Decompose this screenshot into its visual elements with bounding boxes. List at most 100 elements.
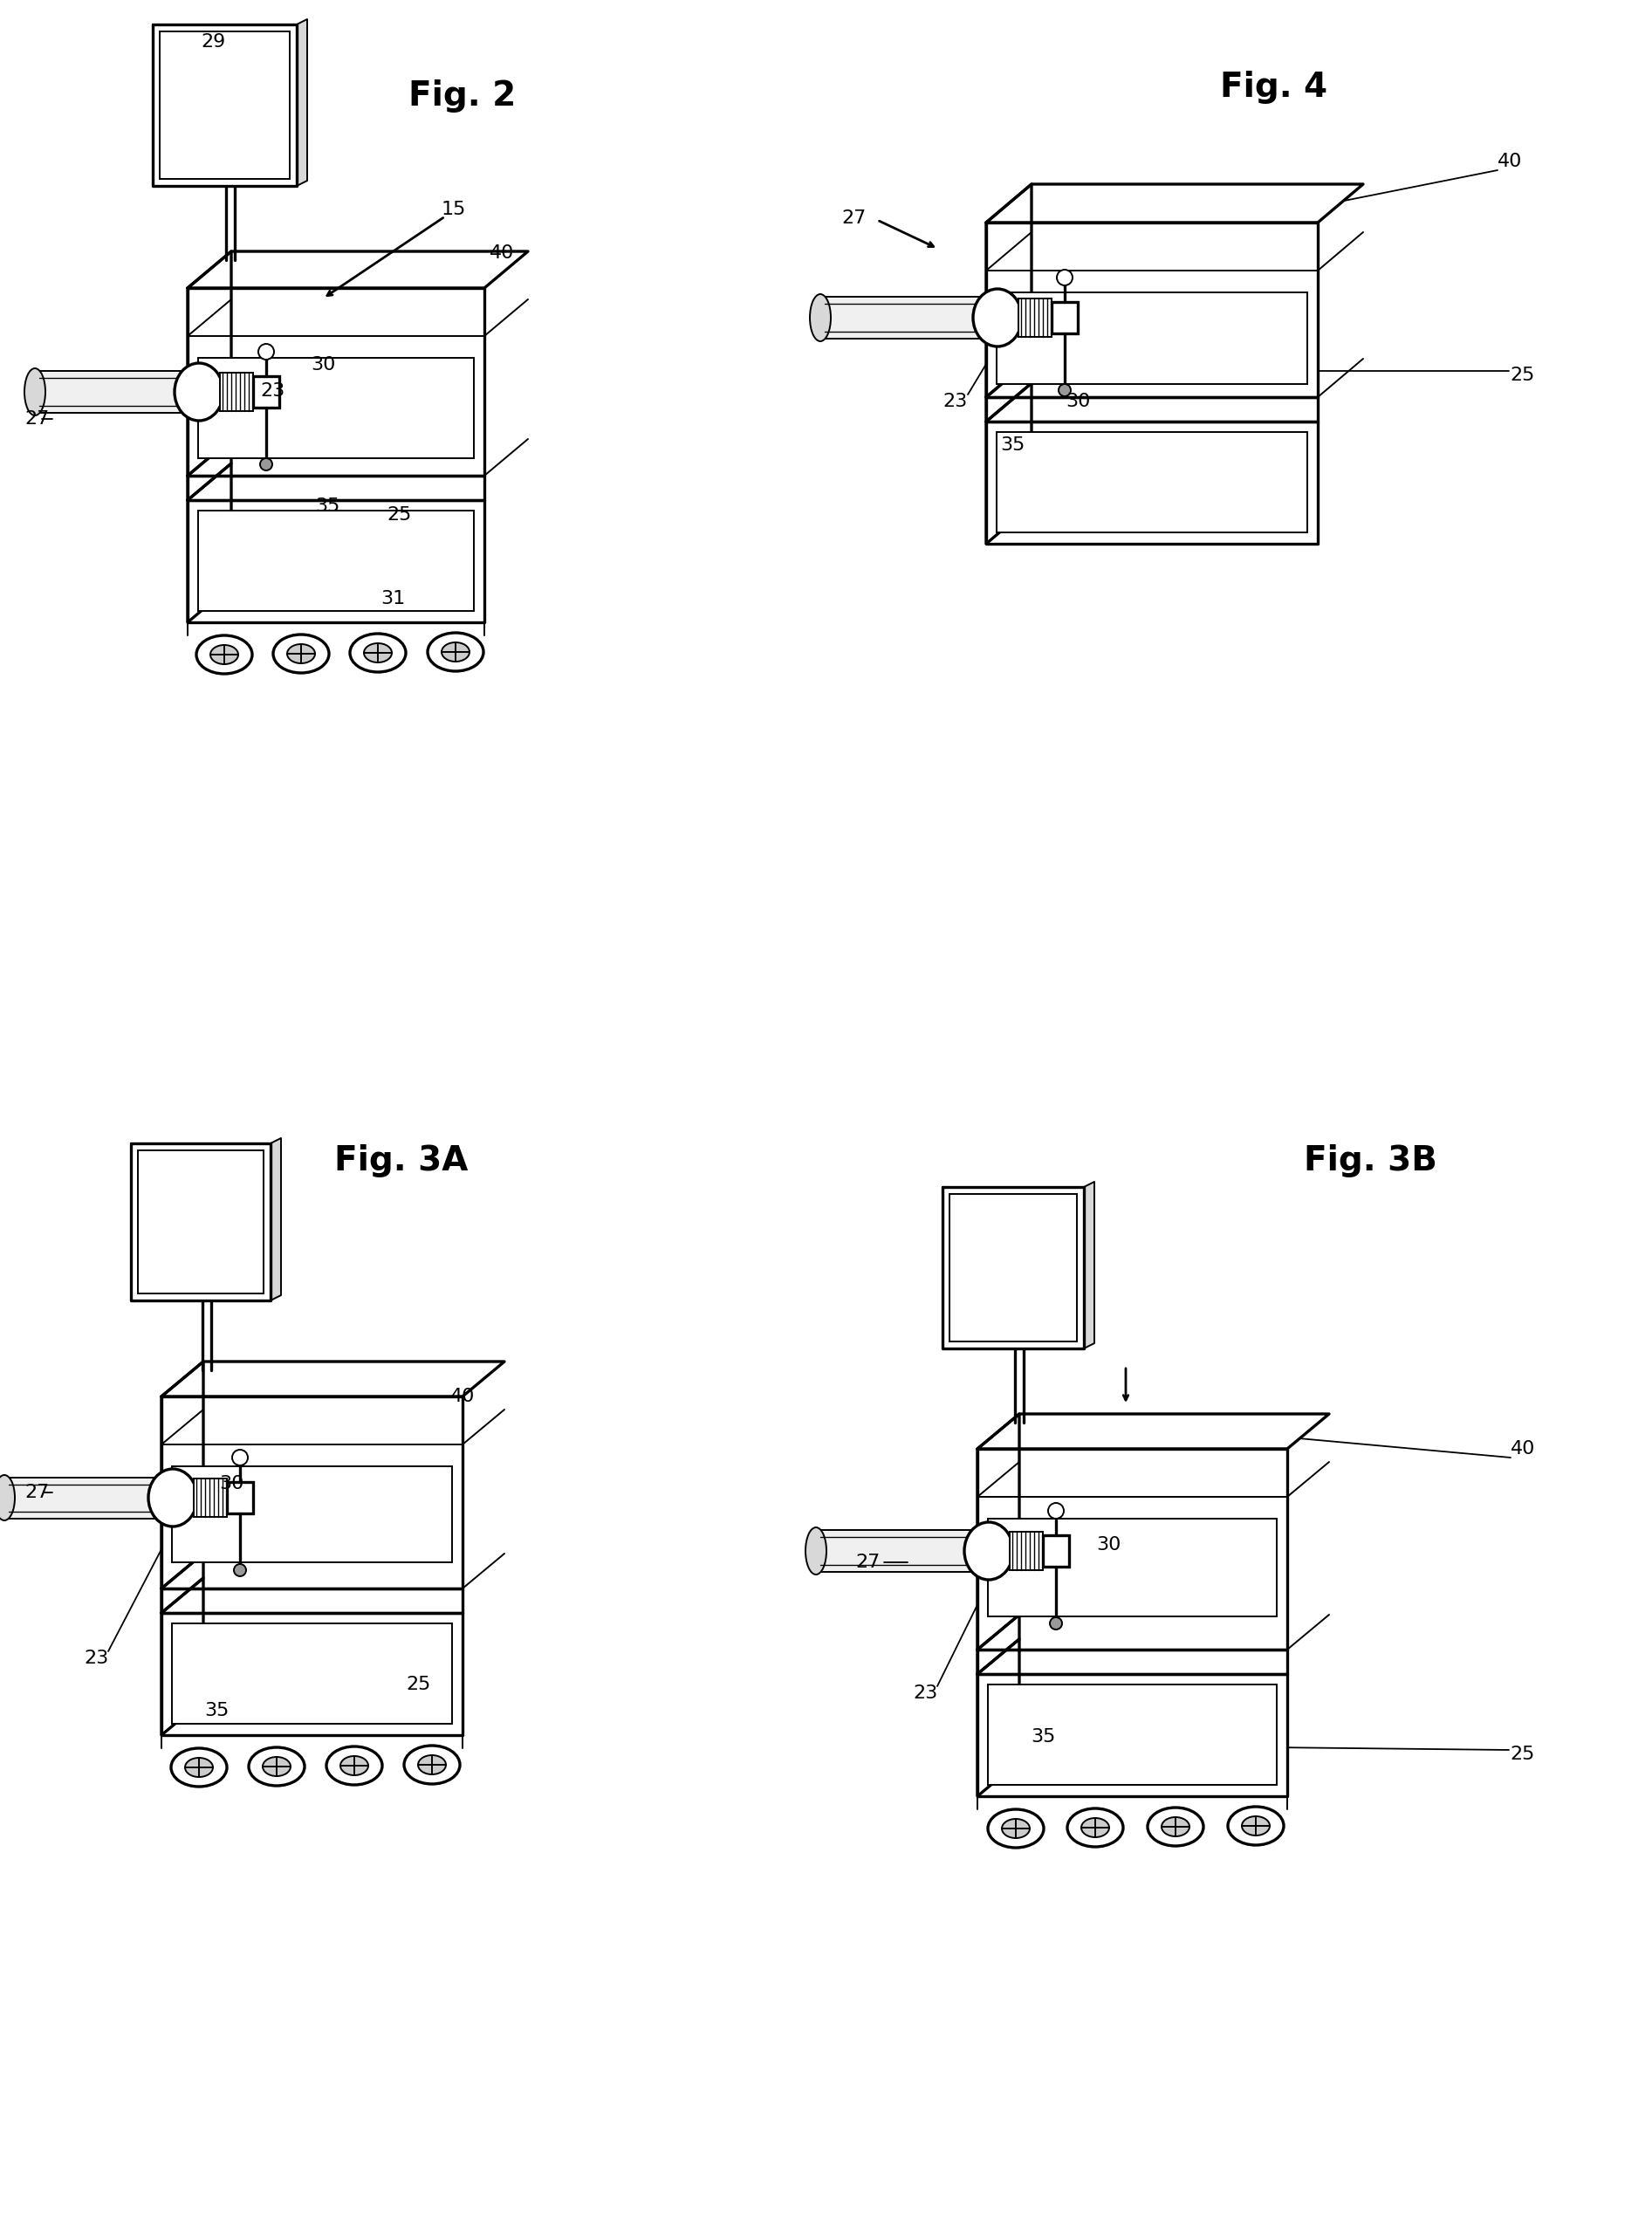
Polygon shape: [162, 1614, 463, 1736]
Bar: [172, 1623, 453, 1723]
Ellipse shape: [1161, 1816, 1189, 1836]
Text: 25: 25: [406, 1676, 431, 1694]
Ellipse shape: [340, 1756, 368, 1776]
Bar: [226, 1483, 253, 1514]
Ellipse shape: [1148, 1807, 1203, 1845]
Polygon shape: [978, 1449, 1287, 1649]
Polygon shape: [816, 1529, 978, 1572]
Ellipse shape: [988, 1810, 1044, 1847]
Text: 27: 27: [841, 209, 866, 227]
Polygon shape: [162, 1396, 463, 1589]
Ellipse shape: [428, 634, 484, 671]
Text: Fig. 4: Fig. 4: [1221, 71, 1328, 104]
Text: 27: 27: [25, 411, 50, 427]
Bar: [220, 373, 253, 411]
Polygon shape: [986, 185, 1031, 398]
Polygon shape: [986, 398, 1318, 422]
Polygon shape: [152, 24, 297, 187]
Ellipse shape: [363, 642, 392, 662]
Polygon shape: [943, 1187, 1084, 1349]
Polygon shape: [986, 382, 1031, 545]
Text: 30: 30: [218, 1476, 243, 1492]
Ellipse shape: [976, 293, 996, 342]
Text: 35: 35: [205, 1703, 230, 1718]
Polygon shape: [188, 462, 231, 622]
Ellipse shape: [1049, 1618, 1062, 1629]
Ellipse shape: [1242, 1816, 1270, 1836]
Ellipse shape: [185, 1758, 213, 1776]
Ellipse shape: [233, 1449, 248, 1465]
Polygon shape: [297, 20, 307, 187]
Bar: [1052, 302, 1077, 333]
Polygon shape: [162, 1360, 203, 1589]
Text: 29: 29: [202, 33, 226, 51]
Ellipse shape: [327, 1747, 382, 1785]
Bar: [996, 431, 1307, 531]
Text: 25: 25: [1510, 367, 1535, 385]
Polygon shape: [188, 476, 484, 500]
Polygon shape: [986, 422, 1318, 545]
Ellipse shape: [418, 1756, 446, 1774]
Text: 40: 40: [489, 245, 514, 262]
Polygon shape: [978, 1674, 1287, 1796]
Polygon shape: [162, 1360, 504, 1396]
Polygon shape: [986, 222, 1318, 398]
Bar: [253, 376, 279, 407]
Polygon shape: [188, 438, 231, 500]
Ellipse shape: [150, 1476, 172, 1521]
Ellipse shape: [965, 1523, 1013, 1581]
Polygon shape: [978, 1414, 1330, 1449]
Bar: [198, 511, 474, 611]
Ellipse shape: [210, 645, 238, 665]
Ellipse shape: [175, 362, 223, 420]
Bar: [198, 358, 474, 458]
Polygon shape: [978, 1414, 1019, 1649]
Ellipse shape: [1227, 1807, 1284, 1845]
Ellipse shape: [197, 636, 253, 674]
Text: 35: 35: [1031, 1727, 1056, 1745]
Ellipse shape: [287, 645, 316, 662]
Bar: [1042, 1536, 1069, 1567]
Bar: [193, 1478, 226, 1516]
Text: 27: 27: [856, 1554, 881, 1572]
Ellipse shape: [149, 1469, 197, 1527]
Polygon shape: [1084, 1183, 1094, 1349]
Polygon shape: [188, 289, 484, 476]
Ellipse shape: [806, 1527, 826, 1574]
Bar: [988, 1518, 1277, 1616]
Bar: [172, 1467, 453, 1563]
Text: 25: 25: [1510, 1745, 1535, 1763]
Ellipse shape: [1082, 1818, 1108, 1836]
Text: 23: 23: [943, 393, 968, 411]
Text: 23: 23: [84, 1649, 109, 1667]
Ellipse shape: [0, 1476, 15, 1521]
Ellipse shape: [177, 369, 198, 416]
Polygon shape: [162, 1554, 203, 1614]
Ellipse shape: [350, 634, 406, 671]
Ellipse shape: [263, 1756, 291, 1776]
Ellipse shape: [966, 1527, 988, 1574]
Polygon shape: [271, 1138, 281, 1300]
Bar: [160, 31, 289, 178]
Ellipse shape: [258, 345, 274, 360]
Ellipse shape: [973, 289, 1023, 347]
Polygon shape: [986, 358, 1031, 422]
Text: 35: 35: [999, 436, 1024, 453]
Ellipse shape: [1057, 269, 1072, 285]
Polygon shape: [131, 1143, 271, 1300]
Ellipse shape: [405, 1745, 459, 1785]
Text: Fig. 3B: Fig. 3B: [1303, 1145, 1437, 1178]
Text: Fig. 3A: Fig. 3A: [334, 1145, 469, 1178]
Bar: [137, 1149, 264, 1294]
Text: 40: 40: [449, 1387, 474, 1405]
Text: 30: 30: [311, 356, 335, 373]
Polygon shape: [188, 251, 231, 476]
Polygon shape: [821, 296, 986, 338]
Ellipse shape: [809, 293, 831, 342]
Ellipse shape: [1067, 1810, 1123, 1847]
Polygon shape: [188, 500, 484, 622]
Ellipse shape: [249, 1747, 304, 1785]
Text: 15: 15: [441, 200, 466, 218]
Text: 27: 27: [25, 1483, 50, 1501]
Ellipse shape: [25, 369, 45, 416]
